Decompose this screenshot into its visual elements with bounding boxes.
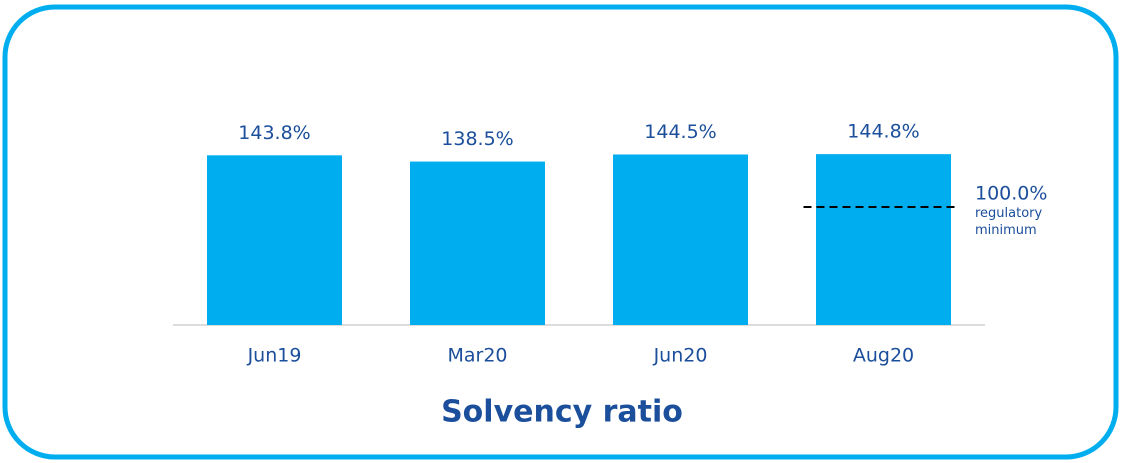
reference-note: regulatory minimum — [975, 206, 1043, 238]
bar — [410, 161, 545, 325]
x-tick-label: Mar20 — [447, 345, 507, 367]
value-label: 144.5% — [644, 121, 716, 143]
value-label: 144.8% — [847, 121, 919, 143]
value-label: 138.5% — [441, 128, 513, 150]
reference-label: 100.0% — [975, 183, 1047, 205]
x-tick-label: Jun19 — [247, 345, 302, 367]
chart-title: Solvency ratio — [441, 395, 683, 430]
card-border — [2, 4, 1119, 460]
bar — [613, 154, 748, 325]
x-tick-label: Jun20 — [653, 345, 708, 367]
value-label: 143.8% — [238, 122, 310, 144]
bar — [207, 155, 342, 325]
bar — [816, 154, 951, 325]
x-tick-label: Aug20 — [853, 345, 914, 367]
